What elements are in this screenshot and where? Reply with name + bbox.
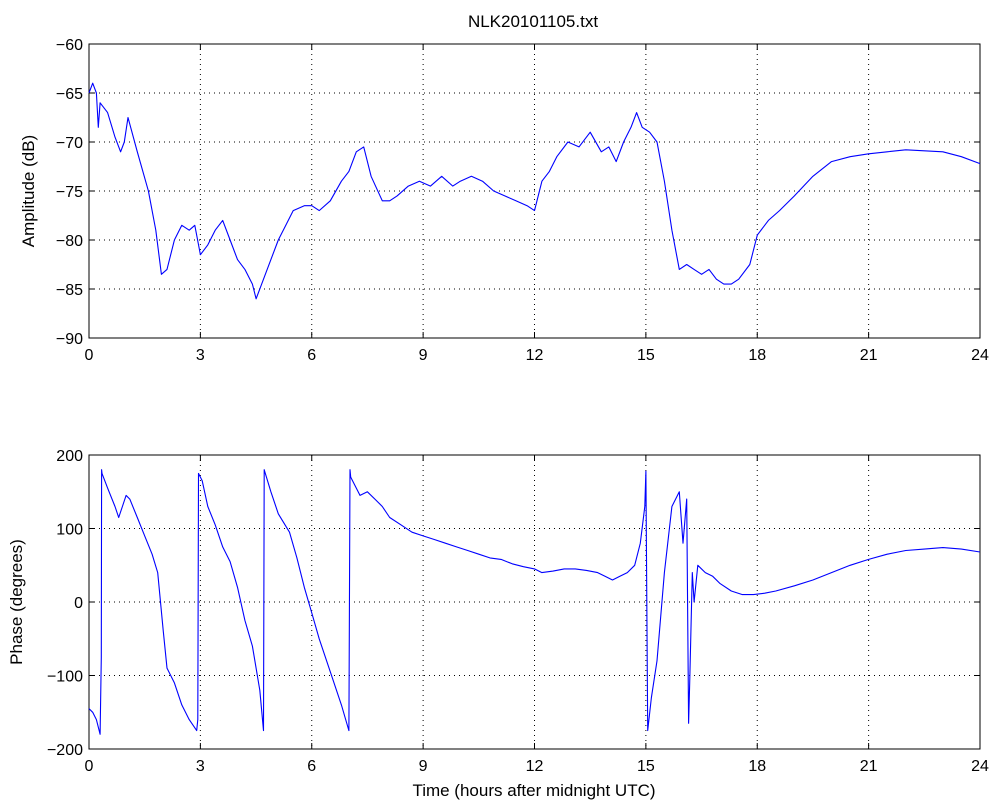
phase-grid [89, 455, 980, 749]
phase-x-axis-label: Time (hours after midnight UTC) [412, 781, 655, 800]
amplitude-x-tick-label: 12 [526, 347, 544, 364]
amplitude-y-tick-label: −60 [56, 37, 83, 54]
amplitude-x-tick-label: 24 [971, 347, 989, 364]
phase-x-tick-label: 12 [526, 758, 544, 775]
amplitude-panel: 0 3 6 9 12 15 18 21 24 −90 −85 −80 −75 −70 −65 −60 Amp… [19, 37, 989, 364]
amplitude-series-line [88, 82, 981, 300]
phase-y-tick-label: 0 [74, 595, 83, 612]
amplitude-x-ticks: 0 3 6 9 12 15 18 21 24 [85, 44, 989, 364]
phase-x-tick-label: 21 [860, 758, 878, 775]
amplitude-y-tick-label: −80 [56, 233, 83, 250]
amplitude-y-tick-label: −65 [56, 86, 83, 103]
amplitude-grid [89, 44, 980, 338]
phase-y-axis-label: Phase (degrees) [7, 539, 26, 665]
phase-series-line [88, 469, 981, 735]
phase-x-tick-label: 18 [748, 758, 766, 775]
phase-y-ticks: −200 −100 0 100 200 [47, 448, 980, 759]
phase-x-tick-label: 9 [419, 758, 428, 775]
amplitude-y-tick-label: −85 [56, 282, 83, 299]
phase-x-tick-label: 24 [971, 758, 989, 775]
amplitude-x-tick-label: 6 [307, 347, 316, 364]
phase-y-tick-label: 100 [56, 522, 83, 539]
phase-y-tick-label: −100 [47, 669, 83, 686]
chart-title: NLK20101105.txt [468, 12, 598, 31]
amplitude-y-axis-label: Amplitude (dB) [19, 135, 38, 247]
amplitude-y-tick-label: −75 [56, 184, 83, 201]
phase-x-tick-label: 15 [637, 758, 655, 775]
phase-x-tick-label: 6 [307, 758, 316, 775]
amplitude-y-tick-label: −90 [56, 331, 83, 348]
phase-x-tick-label: 3 [196, 758, 205, 775]
amplitude-y-ticks: −90 −85 −80 −75 −70 −65 −60 [56, 37, 980, 348]
phase-y-tick-label: −200 [47, 742, 83, 759]
phase-panel: 0 3 6 9 12 15 18 21 24 −200 −100 0 100 200 Phase (de… [7, 448, 989, 800]
amplitude-x-tick-label: 9 [419, 347, 428, 364]
amplitude-x-tick-label: 0 [85, 347, 94, 364]
amplitude-x-tick-label: 15 [637, 347, 655, 364]
amplitude-x-tick-label: 3 [196, 347, 205, 364]
phase-x-tick-label: 0 [85, 758, 94, 775]
amplitude-y-tick-label: −70 [56, 135, 83, 152]
amplitude-x-tick-label: 21 [860, 347, 878, 364]
phase-x-ticks: 0 3 6 9 12 15 18 21 24 [85, 455, 989, 775]
phase-y-tick-label: 200 [56, 448, 83, 465]
amplitude-x-tick-label: 18 [748, 347, 766, 364]
